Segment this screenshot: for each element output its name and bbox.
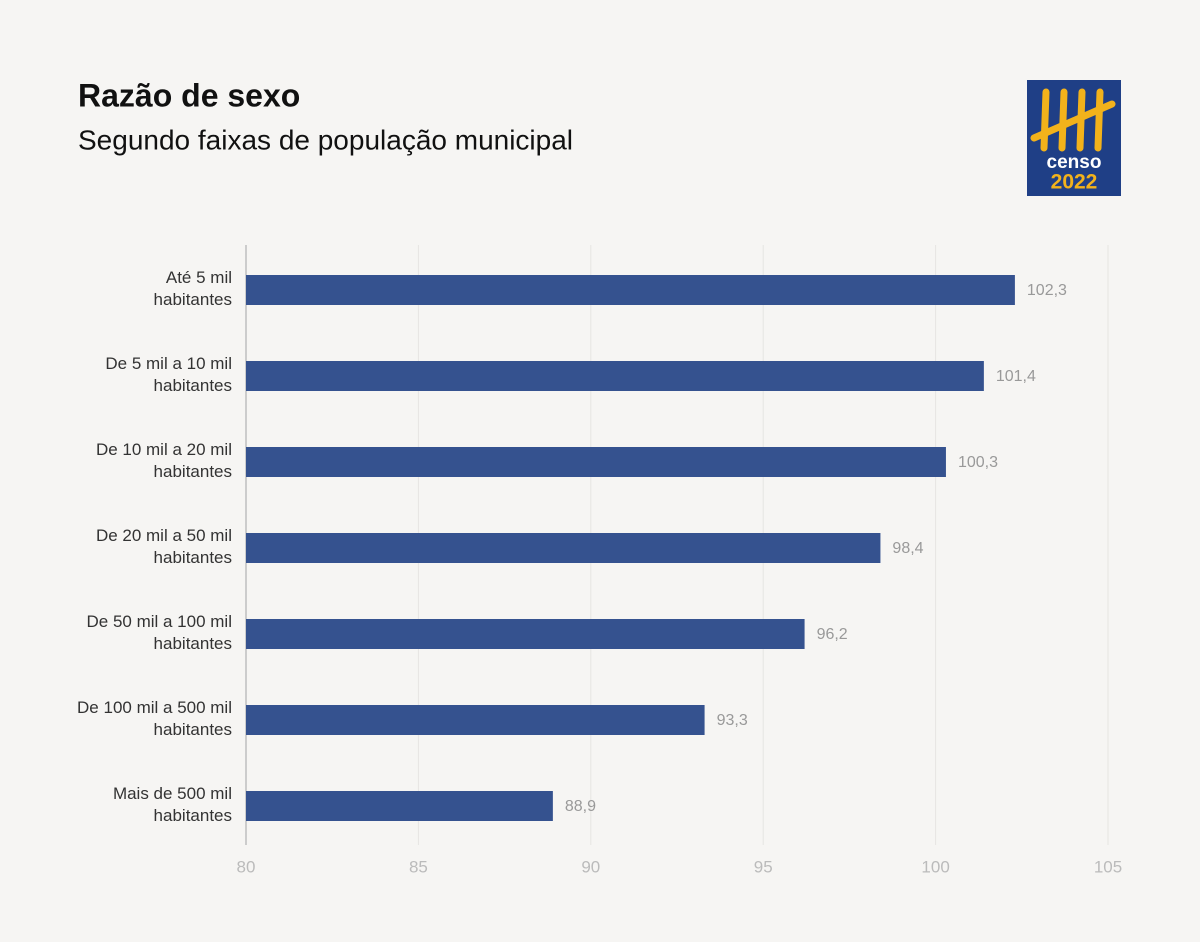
bar bbox=[246, 361, 984, 391]
value-label: 93,3 bbox=[717, 712, 748, 729]
bar bbox=[246, 447, 946, 477]
bar bbox=[246, 619, 805, 649]
value-label: 102,3 bbox=[1027, 282, 1067, 299]
x-tick-label: 95 bbox=[754, 857, 773, 876]
value-label: 98,4 bbox=[892, 540, 923, 557]
chart-subtitle: Segundo faixas de população municipal bbox=[78, 124, 573, 155]
y-tick-label: De 100 mil a 500 mil habitantes bbox=[77, 698, 232, 739]
logo-year: 2022 bbox=[1051, 171, 1098, 194]
logo: censo 2022 bbox=[1027, 80, 1121, 196]
y-tick-label: Até 5 mil habitantes bbox=[153, 268, 232, 309]
value-label: 96,2 bbox=[817, 626, 848, 643]
logo-text: censo bbox=[1047, 152, 1102, 173]
logo-tally bbox=[1030, 88, 1116, 152]
chart-title: Razão de sexo bbox=[78, 77, 300, 113]
value-label: 100,3 bbox=[958, 454, 998, 471]
x-tick-label: 105 bbox=[1094, 857, 1122, 876]
y-tick-label: De 10 mil a 20 mil habitantes bbox=[95, 440, 232, 481]
x-tick-label: 80 bbox=[237, 857, 256, 876]
value-label: 101,4 bbox=[996, 368, 1036, 385]
x-tick-label: 100 bbox=[921, 857, 949, 876]
y-tick-label: De 5 mil a 10 mil habitantes bbox=[105, 354, 232, 395]
bar bbox=[246, 791, 553, 821]
bar bbox=[246, 533, 881, 563]
y-tick-label: De 50 mil a 100 mil habitantes bbox=[86, 612, 232, 653]
x-tick-label: 85 bbox=[409, 857, 428, 876]
y-tick-label: Mais de 500 mil habitantes bbox=[112, 784, 232, 825]
value-label: 88,9 bbox=[565, 798, 596, 815]
bar bbox=[246, 705, 705, 735]
y-tick-label: De 20 mil a 50 mil habitantes bbox=[95, 526, 232, 567]
x-tick-label: 90 bbox=[581, 857, 600, 876]
bar bbox=[246, 275, 1015, 305]
